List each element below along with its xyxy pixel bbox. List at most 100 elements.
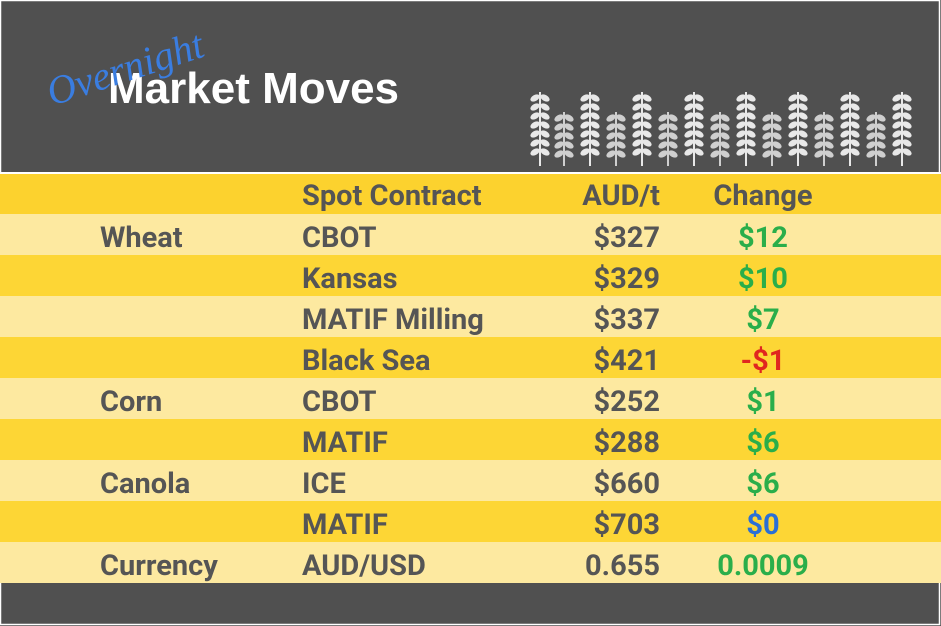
wheat-grain	[658, 114, 668, 122]
wheat-grain	[658, 150, 668, 158]
wheat-grain	[788, 139, 798, 147]
wheat-grain	[530, 121, 540, 129]
wheat-decoration	[530, 92, 912, 166]
wheat-grain	[684, 112, 694, 120]
table-row	[0, 255, 941, 296]
wheat-grain	[606, 132, 616, 140]
table-body: Wheat CBOT $327 $12 Kansas $329 $10 MATIF Milli…	[0, 214, 941, 583]
table-row	[0, 542, 941, 583]
wheat-grain	[530, 139, 540, 147]
wheat-grain	[540, 148, 550, 156]
wheat-grain	[590, 103, 600, 111]
wheat-grain	[694, 112, 704, 120]
price: $703	[593, 508, 660, 542]
wheat-grain	[616, 150, 626, 158]
wheat-grain	[580, 148, 590, 156]
wheat-grain	[684, 130, 694, 138]
wheat-grain	[840, 103, 850, 111]
wheat-grain	[616, 114, 626, 122]
wheat-grain	[564, 150, 574, 158]
wheat-grain	[762, 141, 772, 149]
wheat-grain	[530, 103, 540, 111]
wheat-grain	[736, 94, 746, 102]
wheat-grain	[798, 121, 808, 129]
wheat-grain	[814, 150, 824, 158]
table-row	[0, 337, 941, 378]
wheat-grain	[590, 94, 600, 102]
wheat-grain	[694, 94, 704, 102]
wheat-grain	[762, 150, 772, 158]
wheat-grain	[554, 150, 564, 158]
wheat-grain	[876, 150, 886, 158]
wheat-grain	[530, 112, 540, 120]
wheat-grain	[642, 121, 652, 129]
wheat-grain	[892, 139, 902, 147]
wheat-grain	[866, 150, 876, 158]
wheat-grain	[902, 112, 912, 120]
price: $252	[593, 385, 660, 419]
wheat-grain	[642, 94, 652, 102]
column-header: Change	[713, 179, 812, 213]
wheat-grain	[616, 132, 626, 140]
table-row	[0, 501, 941, 542]
wheat-grain	[814, 114, 824, 122]
wheat-grain	[772, 123, 782, 131]
wheat-grain	[798, 103, 808, 111]
wheat-grain	[850, 139, 860, 147]
wheat-grain	[850, 103, 860, 111]
wheat-grain	[892, 130, 902, 138]
wheat-grain	[632, 103, 642, 111]
change: $6	[746, 467, 779, 501]
wheat-grain	[866, 123, 876, 131]
wheat-grain	[788, 112, 798, 120]
wheat-grain	[746, 103, 756, 111]
wheat-grain	[668, 132, 678, 140]
wheat-grain	[580, 130, 590, 138]
wheat-grain	[642, 139, 652, 147]
wheat-grain	[892, 103, 902, 111]
wheat-grain	[840, 130, 850, 138]
wheat-grain	[554, 114, 564, 122]
group-label: Corn	[100, 385, 162, 419]
wheat-grain	[850, 94, 860, 102]
wheat-grain	[530, 130, 540, 138]
divider	[0, 172, 941, 174]
change: $6	[746, 426, 779, 460]
price: $660	[593, 467, 660, 501]
wheat-grain	[788, 94, 798, 102]
wheat-grain	[798, 94, 808, 102]
wheat-grain	[720, 123, 730, 131]
wheat-grain	[788, 121, 798, 129]
wheat-grain	[616, 141, 626, 149]
price: $327	[593, 221, 660, 255]
wheat-grain	[590, 130, 600, 138]
wheat-grain	[530, 148, 540, 156]
wheat-grain	[590, 121, 600, 129]
wheat-grain	[668, 114, 678, 122]
wheat-grain	[694, 130, 704, 138]
wheat-grain	[772, 150, 782, 158]
wheat-grain	[850, 148, 860, 156]
header-row	[0, 174, 941, 214]
price: 0.655	[585, 549, 660, 583]
wheat-grain	[684, 103, 694, 111]
wheat-grain	[632, 121, 642, 129]
wheat-grain	[658, 141, 668, 149]
wheat-grain	[824, 114, 834, 122]
wheat-grain	[866, 132, 876, 140]
wheat-grain	[580, 139, 590, 147]
wheat-grain	[710, 150, 720, 158]
contract: ICE	[302, 467, 346, 501]
wheat-grain	[642, 103, 652, 111]
wheat-grain	[606, 123, 616, 131]
wheat-grain	[606, 141, 616, 149]
change: $0	[746, 508, 779, 542]
wheat-grain	[580, 103, 590, 111]
wheat-grain	[876, 123, 886, 131]
wheat-grain	[580, 94, 590, 102]
wheat-grain	[668, 123, 678, 131]
wheat-grain	[892, 121, 902, 129]
wheat-grain	[824, 150, 834, 158]
wheat-grain	[902, 103, 912, 111]
group-label: Canola	[100, 467, 190, 501]
